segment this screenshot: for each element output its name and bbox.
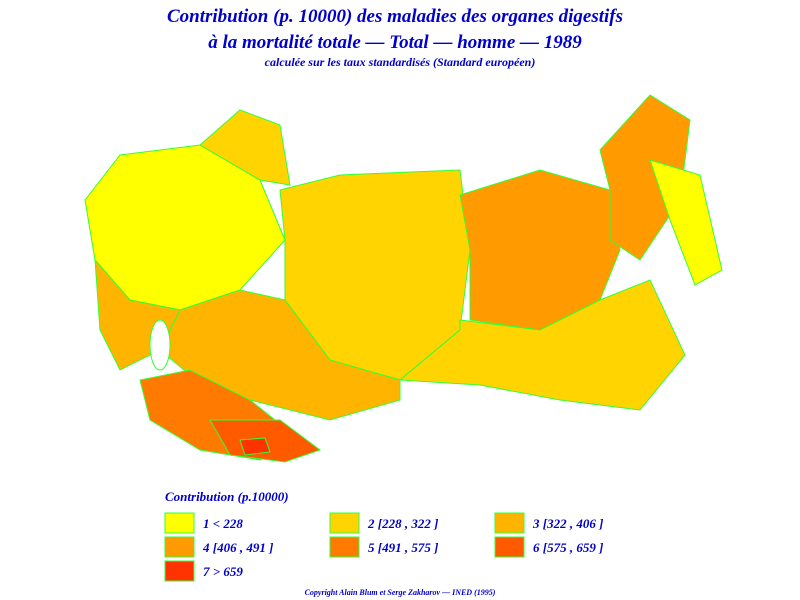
legend-swatch [164, 512, 195, 534]
region [398, 279, 686, 411]
legend-swatch [329, 512, 360, 534]
legend-label: 5 [491 , 575 ] [368, 540, 438, 555]
region [649, 159, 723, 286]
region [199, 109, 291, 186]
legend-swatch [164, 560, 195, 582]
copyright: Copyright Alain Blum et Serge Zakharov —… [305, 588, 496, 597]
region [239, 437, 271, 456]
legend-label: 6 [575 , 659 ] [533, 540, 603, 555]
region [599, 94, 691, 261]
map [84, 94, 723, 463]
title: à la mortalité totale — Total — homme — … [208, 32, 582, 53]
title: Contribution (p. 10000) des maladies des… [167, 6, 623, 27]
legend: 1 < 228 2 [228 , 322 ] 3 [322 , 406 ] 4 [40… [164, 512, 603, 582]
legend-title: Contribution (p.10000) [165, 489, 289, 504]
caspian-sea [149, 319, 171, 371]
legend-swatch [494, 512, 525, 534]
legend-label: 7 > 659 [203, 564, 243, 579]
legend-label: 1 < 228 [203, 516, 243, 531]
legend-swatch [494, 536, 525, 558]
legend-swatch [329, 536, 360, 558]
legend-swatch [164, 536, 195, 558]
legend-label: 2 [228 , 322 ] [367, 516, 438, 531]
legend-label: 4 [406 , 491 ] [202, 540, 273, 555]
subtitle: calculée sur les taux standardisés (Stan… [265, 55, 536, 69]
legend-label: 3 [322 , 406 ] [532, 516, 603, 531]
